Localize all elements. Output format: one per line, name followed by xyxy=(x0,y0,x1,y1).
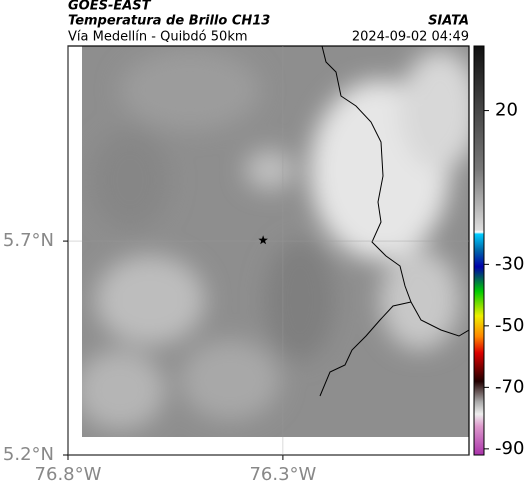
colorbar xyxy=(473,45,485,456)
y-tick-label: 5.7°N xyxy=(3,230,54,251)
x-tick-label: 76.8°W xyxy=(35,464,102,485)
colorbar-tick-label: -70 xyxy=(495,376,524,397)
colorbar-tick-label: 20 xyxy=(495,100,518,121)
location-marker xyxy=(258,235,268,245)
title: GOES-EAST xyxy=(68,0,152,14)
timestamp: 2024-09-02 04:49 xyxy=(352,30,469,45)
source: SIATA xyxy=(428,14,469,29)
route: Vía Medellín - Quibdó 50km xyxy=(68,30,248,45)
colorbar-tick-label: -90 xyxy=(495,438,524,459)
y-tick-label: 5.2°N xyxy=(3,444,54,465)
colorbar-tick-label: -30 xyxy=(495,253,524,274)
x-tick-label: 76.3°W xyxy=(249,464,316,485)
colorbar-tick-label: -50 xyxy=(495,315,524,336)
satellite-image xyxy=(82,46,469,437)
subtitle: Temperatura de Brillo CH13 xyxy=(68,14,270,29)
